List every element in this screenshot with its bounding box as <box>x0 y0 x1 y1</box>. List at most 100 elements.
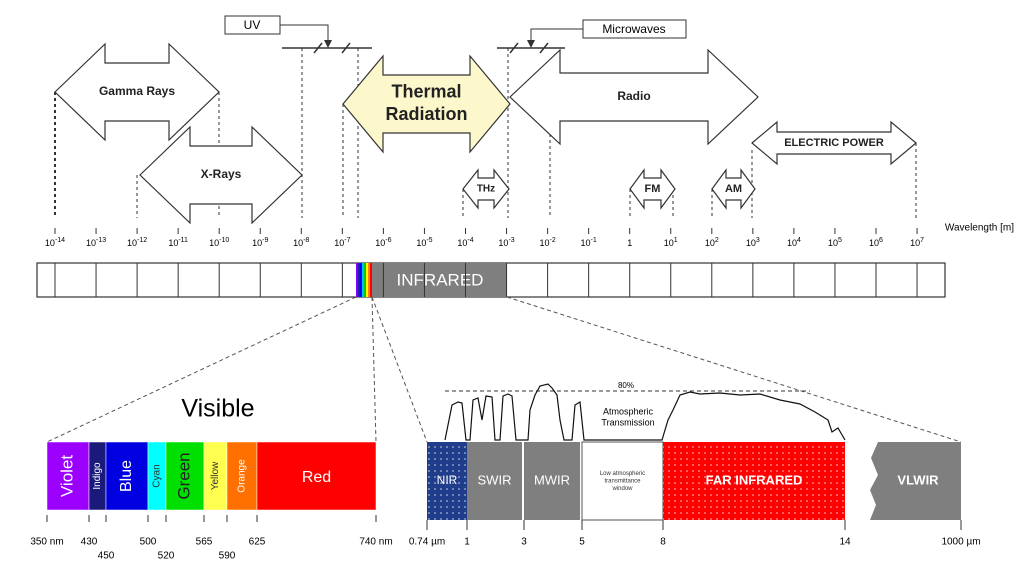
tick-label: 450 <box>98 551 115 562</box>
tick-label: 1000 µm <box>941 537 980 548</box>
band-arrow <box>751 120 917 166</box>
band-arrow <box>54 42 220 142</box>
tick-label: 350 nm <box>30 537 63 548</box>
ir-texture <box>427 442 467 520</box>
tick-exponent: -5 <box>426 237 432 244</box>
band-arrow <box>139 125 303 225</box>
band-label: Radiation <box>385 104 467 124</box>
tick-base: 10 <box>581 238 591 248</box>
tick-label: 106 <box>869 237 883 249</box>
tick-label: 590 <box>219 551 236 562</box>
tick-label: 520 <box>158 551 175 562</box>
tick-label: 430 <box>81 537 98 548</box>
infrared-label: INFRARED <box>397 270 484 289</box>
tick-base: 10 <box>828 238 838 248</box>
tick-base: 10 <box>86 238 96 248</box>
band-arrow <box>509 48 759 146</box>
tick-exponent: -6 <box>385 237 391 244</box>
tick-label: 5 <box>579 537 585 548</box>
tick-label: 10-7 <box>334 237 350 249</box>
transmission-label: Transmission <box>601 417 654 427</box>
tick-base: 10 <box>746 238 756 248</box>
tick-base: 1 <box>627 238 632 248</box>
zoom-lines <box>46 296 962 443</box>
tick-base: 10 <box>334 238 344 248</box>
tick-base: 10 <box>45 238 55 248</box>
ir-label: Low atmospheric <box>600 471 645 477</box>
tick-label: 105 <box>828 237 842 249</box>
tick-label: 1 <box>464 537 470 548</box>
visible-band <box>226 441 258 511</box>
tick-label: 625 <box>249 537 266 548</box>
color-label: Green <box>174 452 193 499</box>
microwaves-arrow <box>530 28 583 44</box>
uv-arrowhead <box>324 40 332 48</box>
tick-base: 10 <box>498 238 508 248</box>
tick-label: 10-8 <box>293 237 309 249</box>
tick-exponent: -8 <box>303 237 309 244</box>
tick-exponent: 4 <box>797 237 801 244</box>
tick-label: 10-5 <box>416 237 432 249</box>
ir-label: transmittance <box>604 479 641 485</box>
band-label: ELECTRIC POWER <box>784 137 884 149</box>
band-arrow <box>711 168 756 210</box>
ir-label: NIR <box>437 473 458 487</box>
tick-base: 10 <box>705 238 715 248</box>
color-label: Cyan <box>152 464 163 487</box>
tick-label: 101 <box>664 237 678 249</box>
color-label: Red <box>302 469 331 486</box>
ir-texture <box>663 442 845 520</box>
tick-label: 10-9 <box>252 237 268 249</box>
ir-segment <box>581 441 664 521</box>
tick-label: 102 <box>705 237 719 249</box>
ir-label: window <box>611 486 633 492</box>
tick-exponent: -1 <box>591 237 597 244</box>
axis-label: Wavelength [m] <box>945 223 1014 234</box>
tick-label: 10-11 <box>168 237 188 249</box>
tick-base: 10 <box>910 238 920 248</box>
tick-label: 500 <box>140 537 157 548</box>
ir-segment <box>467 442 522 520</box>
tick-exponent: 6 <box>879 237 883 244</box>
tick-base: 10 <box>787 238 797 248</box>
tick-base: 10 <box>209 238 219 248</box>
tick-exponent: -14 <box>55 237 65 244</box>
ir-label: MWIR <box>534 472 570 487</box>
ir-label: FAR INFRARED <box>706 472 803 487</box>
ir-label: VLWIR <box>897 472 939 487</box>
visible-band <box>46 441 90 511</box>
tick-base: 10 <box>457 238 467 248</box>
ir-segment <box>870 442 961 520</box>
tick-exponent: 1 <box>674 237 678 244</box>
ir-label: SWIR <box>478 472 512 487</box>
tick-exponent: -3 <box>508 237 514 244</box>
tick-label: 10-12 <box>127 237 147 249</box>
microwaves-label: Microwaves <box>602 22 665 36</box>
band-label: AM <box>725 183 742 195</box>
tick-base: 10 <box>293 238 303 248</box>
uv-arrow <box>280 24 329 44</box>
visible-band <box>165 441 205 511</box>
tick-label: 0.74 µm <box>409 537 445 548</box>
max-label: 80% <box>618 381 634 390</box>
uv-label: UV <box>244 18 261 32</box>
band-arrow <box>462 168 510 210</box>
tick-exponent: -12 <box>137 237 147 244</box>
tick-base: 10 <box>664 238 674 248</box>
tick-label: 10-14 <box>45 237 65 249</box>
color-label: Orange <box>237 459 248 493</box>
microwaves-arrowhead <box>527 40 535 48</box>
band-label: Gamma Rays <box>99 84 175 98</box>
transmission-curve <box>444 383 846 441</box>
tick-label: 10-13 <box>86 237 106 249</box>
color-label: Blue <box>118 460 135 492</box>
band-label: Thermal <box>391 82 461 102</box>
tick-label: 10-2 <box>539 237 555 249</box>
tick-label: 10-1 <box>581 237 597 249</box>
tick-exponent: 5 <box>838 237 842 244</box>
color-label: Indigo <box>92 462 103 490</box>
tick-label: 3 <box>521 537 527 548</box>
tick-exponent: 2 <box>715 237 719 244</box>
tick-base: 10 <box>168 238 178 248</box>
